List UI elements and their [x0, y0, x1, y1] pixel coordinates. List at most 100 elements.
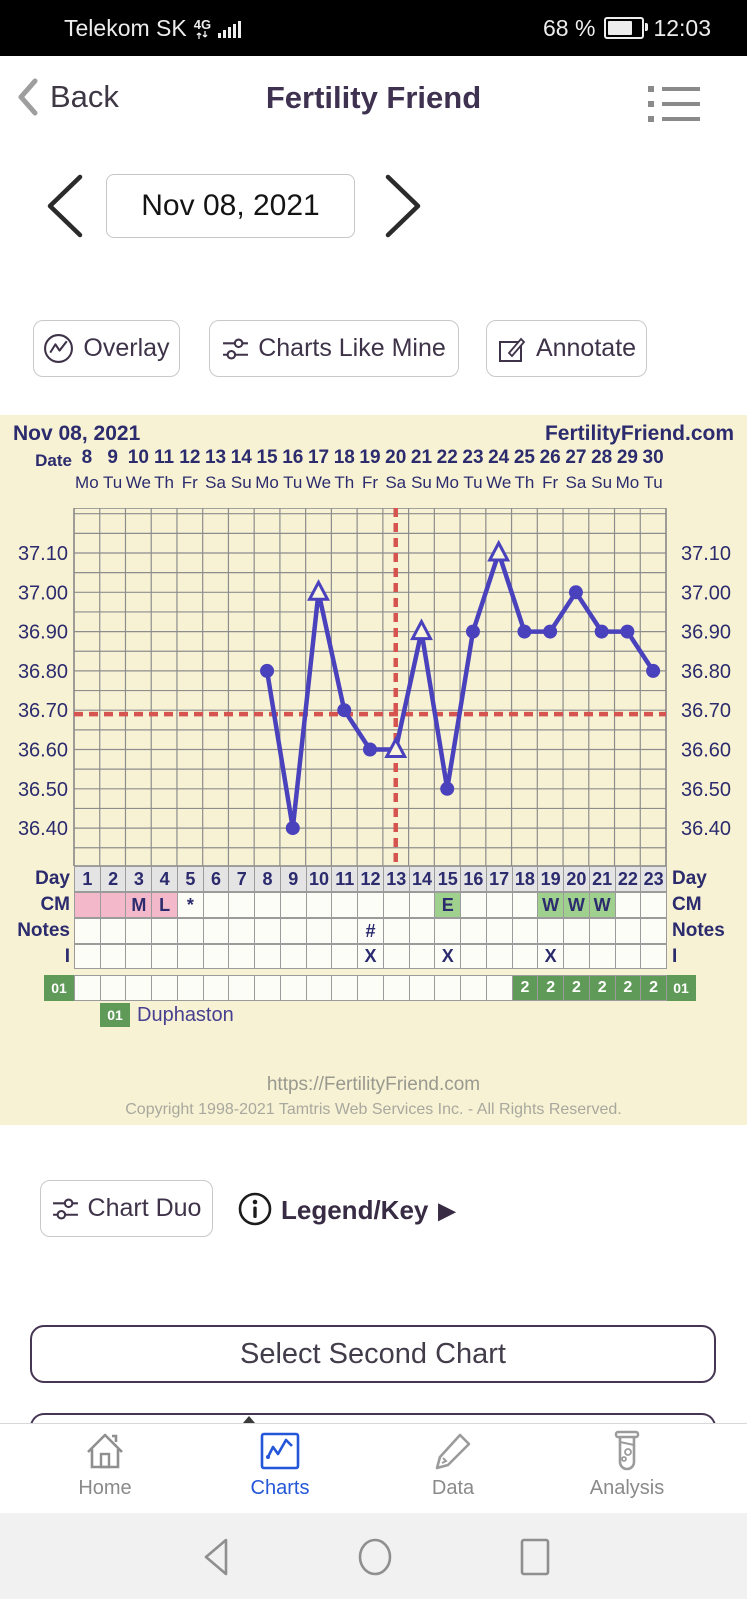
pencil-data-icon — [435, 1433, 471, 1470]
list-menu-button[interactable] — [648, 86, 700, 122]
table-cell — [357, 892, 384, 918]
table-cell — [382, 892, 410, 918]
table-cell — [74, 975, 101, 1001]
day-number-cell: 12 — [357, 866, 384, 892]
table-cell — [614, 892, 642, 918]
row-label: Day — [35, 868, 70, 889]
date-number: 9 — [107, 447, 118, 468]
day-number-cell: 6 — [202, 866, 230, 892]
android-home-button[interactable] — [356, 1537, 394, 1577]
table-cell — [511, 918, 539, 944]
day-number-cell: 13 — [382, 866, 410, 892]
y-tick-label: 36.90 — [681, 622, 731, 644]
table-cell — [202, 944, 230, 969]
temp-point — [337, 703, 352, 718]
table-cell — [99, 944, 127, 969]
android-back-button[interactable] — [200, 1537, 234, 1577]
table-cell — [176, 944, 204, 969]
legend-key-button[interactable]: Legend/Key ▶ — [281, 1195, 455, 1226]
table-cell: X — [537, 944, 565, 969]
table-cell — [125, 975, 153, 1001]
weekday-label: Sa — [205, 473, 226, 492]
table-cell — [460, 975, 487, 1001]
table-cell — [588, 918, 616, 944]
charts-like-mine-button[interactable]: Charts Like Mine — [209, 320, 459, 377]
date-picker-field[interactable]: Nov 08, 2021 — [106, 174, 355, 238]
annotate-button[interactable]: Annotate — [486, 320, 647, 377]
date-number: 19 — [359, 447, 381, 468]
select-second-chart-button[interactable]: Select Second Chart — [30, 1325, 716, 1383]
table-cell — [640, 892, 667, 918]
carrier-label: Telekom SK — [64, 14, 187, 41]
status-bar: Telekom SK 4G 68 % 12:03 — [0, 0, 747, 56]
weekday-label: Th — [514, 473, 535, 492]
chart-data-table: Day Day 1 2 3 4 5 6 7 8 9 10 11 12 13 14 15 16 17 18 19 20 21 2… — [0, 415, 747, 1125]
table-cell — [434, 975, 462, 1001]
date-axis-row: 8 9 10 11 12 13 14 15 16 17 18 19 20 21 22 23 24 25 26 27 28… — [0, 447, 747, 471]
date-number: 18 — [333, 447, 355, 468]
date-number: 15 — [256, 447, 278, 468]
date-number: 12 — [179, 447, 201, 468]
info-icon[interactable] — [238, 1192, 272, 1226]
y-tick-label: 36.60 — [681, 740, 731, 762]
table-cell — [382, 944, 410, 969]
table-cell — [511, 892, 539, 918]
test-tube-icon — [614, 1430, 640, 1471]
table-cell — [563, 944, 590, 969]
footer-copyright: Copyright 1998-2021 Tamtris Web Services… — [125, 1101, 622, 1118]
nav-item-home[interactable]: Home — [40, 1427, 170, 1500]
day-number-cell: 5 — [176, 866, 204, 892]
nav-item-charts[interactable]: Charts — [215, 1427, 345, 1500]
date-number: 21 — [410, 447, 433, 468]
table-cell — [485, 892, 513, 918]
next-date-button[interactable] — [378, 172, 430, 240]
date-number: 27 — [565, 447, 587, 468]
table-cell — [279, 918, 307, 944]
weekday-label: Mo — [75, 473, 99, 492]
overlay-button[interactable]: Overlay — [33, 320, 180, 377]
day-number-cell: 9 — [279, 866, 307, 892]
back-label: Back — [50, 79, 119, 114]
temp-point — [363, 742, 377, 757]
y-tick-label: 37.00 — [681, 582, 731, 604]
table-cell — [228, 944, 256, 969]
weekday-label: Th — [334, 473, 355, 492]
table-cell — [74, 944, 101, 969]
day-number-cell: 7 — [228, 866, 256, 892]
day-number-cell: 17 — [485, 866, 513, 892]
table-cell — [254, 892, 281, 918]
date-number: 29 — [616, 447, 638, 468]
nav-charts-label: Charts — [250, 1477, 310, 1499]
nav-item-analysis[interactable]: Analysis — [562, 1427, 692, 1500]
weekday-label: Mo — [615, 473, 640, 492]
table-cell: 2 — [511, 975, 539, 1001]
day-number-cell: 15 — [434, 866, 462, 892]
back-button[interactable]: Back — [16, 78, 119, 116]
day-number-cell: 18 — [511, 866, 539, 892]
day-number-cell: 11 — [331, 866, 359, 892]
weekday-label: We — [125, 473, 151, 492]
temp-point-triangle — [409, 618, 433, 641]
day-number-cell: 21 — [588, 866, 616, 892]
table-cell — [228, 918, 256, 944]
table-cell — [511, 944, 539, 969]
nav-item-data[interactable]: Data — [388, 1427, 518, 1500]
temp-point — [465, 624, 480, 639]
table-cell — [254, 944, 281, 969]
weekday-label: Fr — [181, 473, 198, 492]
charts-like-mine-label: Charts Like Mine — [258, 334, 446, 362]
table-cell — [125, 918, 153, 944]
table-cell — [74, 918, 101, 944]
chart-duo-button[interactable]: Chart Duo — [40, 1180, 213, 1237]
android-recents-button[interactable] — [518, 1537, 552, 1577]
sliders-icon — [52, 1198, 78, 1220]
table-cell — [408, 918, 436, 944]
date-number: 16 — [282, 447, 304, 468]
day-number-cell: 1 — [74, 866, 101, 892]
y-tick-label: 36.80 — [681, 661, 731, 683]
previous-date-button[interactable] — [38, 172, 90, 240]
temp-point — [517, 624, 532, 639]
table-cell — [151, 918, 178, 944]
y-tick-label: 36.40 — [18, 818, 68, 840]
